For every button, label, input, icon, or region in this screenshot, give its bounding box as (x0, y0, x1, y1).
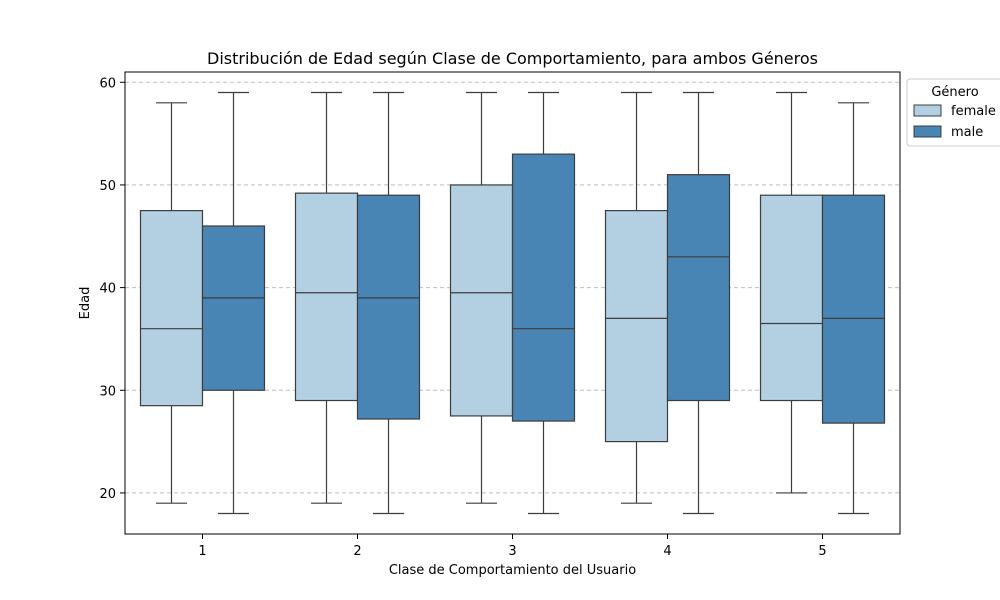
box-male-5 (821, 102, 886, 515)
box-female-2 (294, 91, 359, 504)
box-female-1 (139, 102, 204, 504)
x-tick-label: 3 (508, 544, 516, 559)
box-male-2 (356, 91, 421, 515)
iqr-box (294, 192, 359, 402)
iqr-box (356, 194, 421, 420)
iqr-box (139, 210, 204, 407)
x-tick-label: 4 (663, 544, 671, 559)
box-male-3 (511, 91, 576, 515)
iqr-box (604, 210, 669, 443)
box-male-1 (201, 91, 266, 515)
y-tick-label: 60 (99, 76, 116, 91)
x-tick-label: 1 (198, 544, 206, 559)
x-axis-label: Clase de Comportamiento del Usuario (389, 563, 636, 578)
iqr-box (511, 153, 576, 422)
iqr-box (759, 194, 824, 402)
legend-label-female: female (951, 104, 996, 119)
y-tick-label: 50 (99, 179, 116, 194)
axis-layer: 20 30 40 50 60 1 2 3 4 5 (99, 76, 826, 559)
legend-swatch-male (913, 125, 942, 138)
legend-swatch-female (913, 104, 942, 117)
legend-label-male: male (951, 125, 983, 140)
box-female-4 (604, 91, 669, 504)
x-tick-label: 5 (818, 544, 826, 559)
legend: Género female male (906, 78, 1000, 147)
iqr-box (201, 225, 266, 391)
y-tick-label: 40 (99, 282, 116, 297)
box-female-5 (759, 91, 824, 494)
box-male-4 (666, 91, 731, 515)
box-female-3 (449, 91, 514, 504)
iqr-box (821, 194, 886, 424)
iqr-box (449, 184, 514, 417)
iqr-box (666, 174, 731, 402)
y-axis-label: Edad (78, 287, 93, 320)
legend-title: Género (931, 85, 978, 100)
y-tick-label: 30 (99, 384, 116, 399)
chart-title: Distribución de Edad según Clase de Comp… (207, 49, 818, 68)
x-tick-label: 2 (353, 544, 361, 559)
y-tick-label: 20 (99, 487, 116, 502)
box-layer (139, 91, 886, 515)
